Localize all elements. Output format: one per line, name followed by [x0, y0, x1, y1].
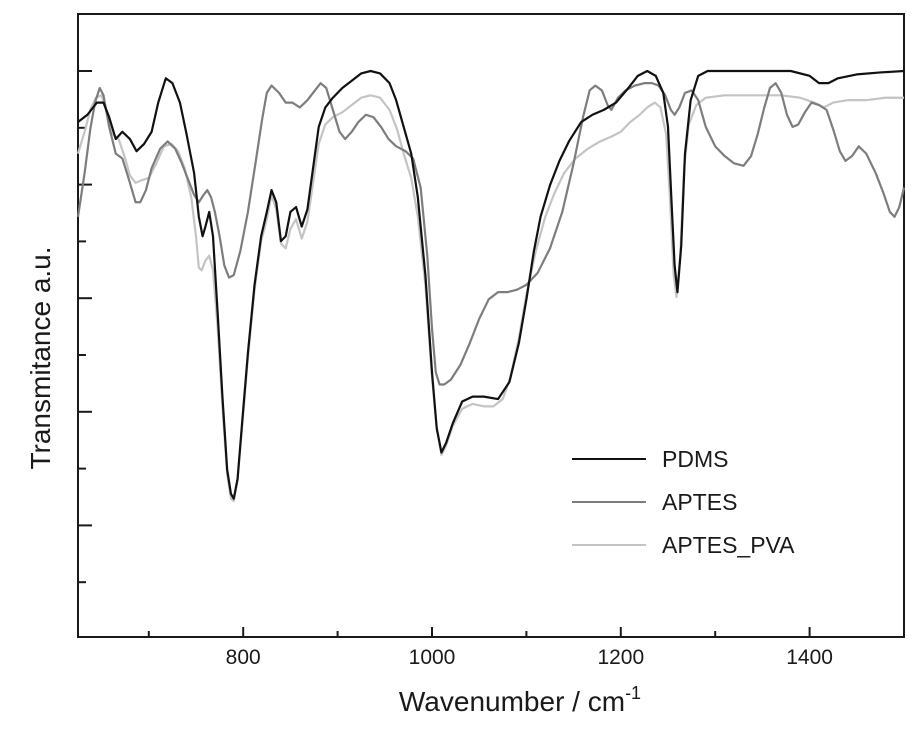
x-axis-tick-labels: 800 1000 1200 1400: [226, 646, 833, 669]
y-axis-title: Transmitance a.u.: [25, 246, 56, 469]
x-axis-ticks: [147, 627, 905, 637]
x-tick-label: 1200: [597, 646, 644, 669]
x-axis-title: Wavenumber / cm-1: [399, 683, 641, 717]
series-line-aptes: [76, 82, 906, 386]
legend: PDMS APTES APTES_PVA: [572, 446, 795, 558]
plot-frame: [77, 13, 905, 638]
x-axis-title-superscript: -1: [625, 683, 641, 703]
x-tick-label: 1400: [786, 646, 833, 669]
x-axis-title-text: Wavenumber / cm: [399, 686, 625, 717]
series-layer: [76, 69, 906, 503]
legend-label-aptes: APTES: [662, 489, 737, 515]
series-line-aptes-pva: [76, 94, 904, 503]
y-axis-ticks: [78, 70, 92, 584]
legend-label-aptes-pva: APTES_PVA: [662, 532, 795, 558]
x-tick-label: 800: [226, 646, 261, 669]
series-line-pdms: [77, 69, 905, 500]
x-tick-label: 1000: [409, 646, 456, 669]
legend-label-pdms: PDMS: [662, 446, 728, 472]
